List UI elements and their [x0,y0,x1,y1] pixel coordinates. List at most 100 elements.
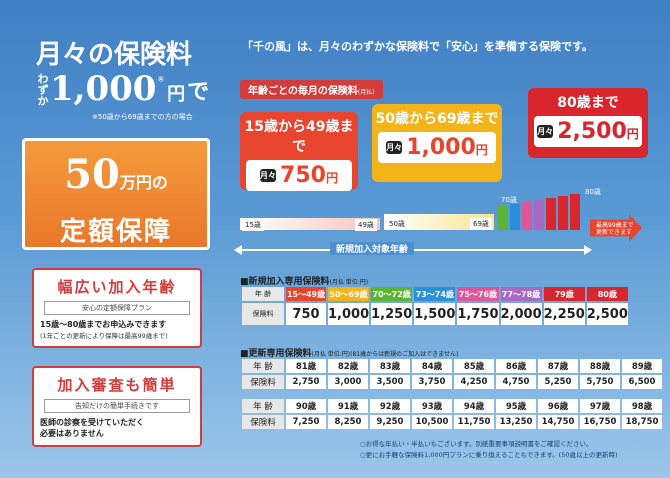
new-table-title-note: (月払 単位:円) [329,279,369,286]
step-bar [534,200,544,230]
feature-age: 幅広い加入年齢 安心の定額保障プラン 15歳～80歳までお申込みできます (1年… [32,268,202,348]
bubble-unit: 円 [325,171,338,185]
price-cell: 9,250 [370,415,410,429]
bubble-age-range: 15歳から49歳まで [244,119,354,155]
price-cell: 2,000 [500,303,542,325]
renew-note: 最高99歳まで更新できます [596,222,634,236]
feature-exam-desc2: 必要はありません [40,429,104,438]
price-cell: 7,250 [286,415,326,429]
step-bar [498,206,508,230]
renew-price-table-1: 年 齢 81歳 82歳 83歳 84歳 85歳 86歳 87歳 88歳 89歳 … [240,357,664,391]
age-cell: 98歳 [622,399,662,413]
price-cell: 2,750 [286,375,326,389]
step-bar [546,198,556,230]
price-cell: 1,250 [371,303,413,325]
price-cell: 18,750 [622,415,662,429]
left-panel: 月々の保険料 わずか 1,000 ※ 円 で ※50歳から69歳までの方の場合 … [0,0,228,478]
range-end-49: 49歳 [355,219,377,231]
arrow-left-icon [234,245,242,255]
age-cell: 75～76歳 [457,287,499,301]
bubble-unit: 円 [475,143,488,157]
table-row: 年 齢 81歳 82歳 83歳 84歳 85歳 86歳 87歳 88歳 89歳 [242,359,662,373]
new-table-title: ■新規加入専用保険料(月払 単位:円) [240,277,369,287]
age-cell: 82歳 [328,359,368,373]
entry-age-label: 新規加入対象年齢 [330,242,415,255]
age-cell: 83歳 [370,359,410,373]
step-bar [570,194,580,230]
price-cell: 2,500 [586,303,628,325]
age-cell: 91歳 [328,399,368,413]
age-cell: 84歳 [412,359,452,373]
coverage-box: 50万円の 定額保障 [22,138,210,250]
headline: 月々の保険料 [36,40,193,70]
price-bubble-80: 80歳まで 月々 2,500円 [528,88,648,158]
range-start-15: 15歳 [242,219,264,231]
range-end-69: 69歳 [470,218,492,230]
new-table-title-text: 新規加入専用保険料 [248,277,330,287]
age-cell: 73～74歳 [414,287,456,301]
amount-suffix: で [187,79,210,105]
step-bar [522,202,532,230]
price-cell: 8,250 [328,415,368,429]
age-header: 年 齢 [242,399,284,413]
feature-exam-subtitle: 告知だけの簡単手続きです [44,399,190,413]
step-bar [510,204,520,230]
age-cell: 94歳 [454,399,494,413]
age-cell: 88歳 [580,359,620,373]
amount: 1,000 [50,69,157,109]
price-bubble-50-69: 50歳から69歳まで 月々 1,000円 [372,104,502,182]
price-cell: 4,250 [454,375,494,389]
arrow-right-icon [584,245,592,255]
bubble-price: 1,000 [406,135,476,160]
age-cell: 89歳 [622,359,662,373]
range-80: 80歳 [585,188,601,196]
amount-line: わずか 1,000 ※ 円 で [36,72,209,106]
price-cell: 5,250 [538,375,578,389]
feature-exam-desc1: 医師の診察を受けていただく [40,418,144,427]
amount-unit: 円 [167,84,186,105]
price-cell: 1,500 [414,303,456,325]
price-cell: 13,250 [496,415,536,429]
renew-price-table-2: 年 齢 90歳 91歳 92歳 93歳 94歳 95歳 96歳 97歳 98歳 … [240,397,664,431]
age-cell: 80歳 [586,287,628,301]
section-label: 年齢ごとの毎月の保険料(月払) [240,80,383,99]
price-cell: 6,500 [622,375,662,389]
feature-exam-title: 加入審査も簡単 [57,376,177,394]
feature-age-subtitle: 安心の定額保障プラン [44,301,190,315]
table-row: 保険料 2,750 3,000 3,500 3,750 4,250 4,750 … [242,375,662,389]
bubble-age-range: 50歳から69歳まで [375,111,499,127]
footnote-2: ○更にお手軽な保険料1,000円プランに乗り換えることもできます。(50歳以上の… [360,451,618,459]
coverage-amount: 50 [64,151,120,198]
age-cell: 79歳 [543,287,585,301]
price-cell: 14,750 [538,415,578,429]
price-cell: 2,250 [543,303,585,325]
range-bar-15-49 [240,218,380,230]
bubble-age-range: 80歳まで [557,95,619,111]
price-cell: 750 [286,303,326,325]
bubble-price: 2,500 [557,119,627,144]
feature-age-desc: 15歳～80歳までお申込みできます [40,320,167,329]
footnote-1: ○お得な年払い・半払いもございます。別紙重要事項説明書をご確認ください。 [360,440,593,448]
age-cell: 15～49歳 [286,287,326,301]
bubble-unit: 円 [626,127,639,141]
price-cell: 3,750 [412,375,452,389]
age-cell: 70～72歳 [371,287,413,301]
range-start-50: 50歳 [386,218,408,230]
amount-prefix: わずか [36,73,49,106]
price-cell: 5,750 [580,375,620,389]
age-cell: 50～69歳 [328,287,370,301]
age-cell: 90歳 [286,399,326,413]
age-cell: 86歳 [496,359,536,373]
coverage-label: 定額保障 [59,217,172,247]
table-row: 年 齢 90歳 91歳 92歳 93歳 94歳 95歳 96歳 97歳 98歳 [242,399,662,413]
price-cell: 1,750 [457,303,499,325]
price-header: 保険料 [242,375,284,389]
age-cell: 92歳 [370,399,410,413]
price-cell: 10,500 [412,415,452,429]
price-cell: 3,000 [328,375,368,389]
bubble-price: 750 [280,163,326,188]
renew-table-title: ■更新専用保険料(月払 単位:円)(81歳からは新規のご加入はできません) [240,349,459,359]
range-70: 70歳 [501,196,517,204]
feature-age-note: (1年ごとの更新により保障は最高99歳まで) [40,332,168,340]
renew-table-title-note: (月払 単位:円)(81歳からは新規のご加入はできません) [311,351,459,358]
